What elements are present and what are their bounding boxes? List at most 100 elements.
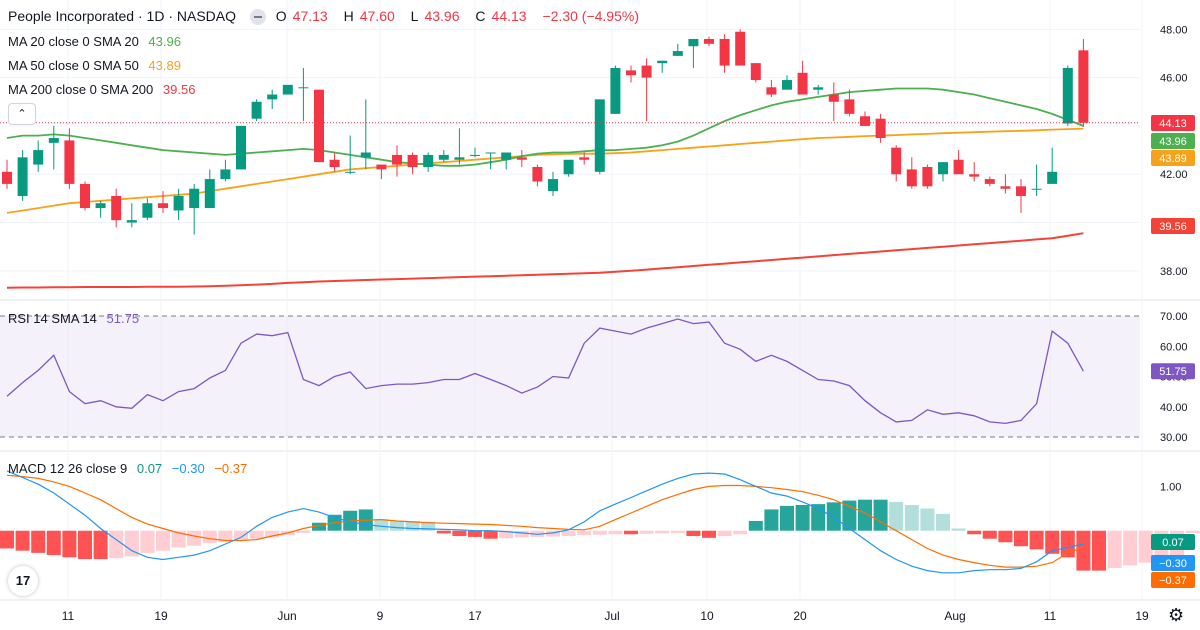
open-label: O <box>275 8 287 24</box>
candle-body <box>220 169 231 180</box>
candle-body <box>828 94 839 102</box>
collapse-legend-button[interactable]: ⌃ <box>8 103 36 125</box>
time-tick-label: 19 <box>1135 609 1149 623</box>
gear-icon[interactable]: ⚙ <box>1168 605 1185 625</box>
macd-histogram-bar <box>733 530 748 535</box>
candle-body <box>80 183 90 209</box>
candle-body <box>282 84 293 95</box>
candle-body <box>95 203 106 209</box>
candle-body <box>719 38 730 66</box>
ma20-tag: 43.96 <box>1159 136 1187 148</box>
macd-histogram-bar <box>421 521 436 531</box>
macd-histogram-bar <box>795 505 810 531</box>
macd-histogram-bar <box>670 530 685 533</box>
macd-histogram-bar <box>592 530 607 535</box>
macd-histogram-bar <box>858 499 872 531</box>
close-label: C <box>475 8 486 24</box>
candle-body <box>33 150 44 165</box>
candle-body <box>111 195 122 221</box>
macd-histogram-bar <box>1076 530 1091 571</box>
candle-body <box>204 179 215 209</box>
macd-histogram-bar <box>764 509 779 531</box>
candle-body <box>750 63 761 81</box>
candle-body <box>516 157 527 160</box>
ohlc-high: H 47.60 <box>344 8 401 24</box>
time-tick-label: 9 <box>377 609 384 623</box>
macd-histogram-bar <box>826 502 841 531</box>
macd-histogram-bar <box>234 530 248 540</box>
signal-tag-bg <box>1151 572 1195 588</box>
visibility-icon[interactable] <box>249 9 266 26</box>
macd-histogram-bar <box>93 530 108 560</box>
macd-histogram-bar <box>218 530 233 542</box>
signal-tag: −0.37 <box>1159 575 1187 587</box>
candle-body <box>594 99 605 172</box>
price-change: −2.30 (−4.95%) <box>542 8 639 24</box>
low-value: 43.96 <box>424 8 460 24</box>
macd-histogram-bar <box>920 508 935 531</box>
rsi-value: 51.75 <box>106 311 140 326</box>
macd-histogram-bar <box>655 530 670 534</box>
ma200-tag: 39.56 <box>1159 221 1187 233</box>
candle-body <box>844 99 855 114</box>
candle-body <box>782 80 792 90</box>
macd-histogram-bar <box>31 530 46 553</box>
candle-body <box>360 152 371 158</box>
macd-histogram-bar <box>780 505 794 531</box>
legend-macd[interactable]: MACD 12 26 close 9 0.07 −0.30 −0.37 <box>8 461 253 476</box>
macd-histogram-bar <box>202 530 217 544</box>
candle-body <box>532 166 543 182</box>
macd-hist-tag: 0.07 <box>1162 537 1183 549</box>
candle-body <box>797 72 808 95</box>
macd-histogram-bar <box>468 530 482 537</box>
macd-histogram-bar <box>608 530 623 535</box>
macd-histogram-bar <box>171 530 186 548</box>
candle-body <box>922 166 933 187</box>
macd-histogram-bar <box>109 530 124 559</box>
macd-histogram-bar <box>1045 530 1060 554</box>
macd-histogram-bar <box>1060 530 1075 558</box>
legend-ma20[interactable]: MA 20 close 0 SMA 20 43.96 <box>8 34 187 49</box>
candle-body <box>298 87 309 89</box>
candle-body <box>672 51 683 56</box>
candle-body <box>392 154 402 165</box>
ohlc-close: C 44.13 <box>475 8 532 24</box>
price-tag-bg <box>1151 115 1195 131</box>
macd-histogram-bar <box>436 530 451 534</box>
legend-ma50[interactable]: MA 50 close 0 SMA 50 43.89 <box>8 58 187 73</box>
symbol-title[interactable]: People Incorporated · 1D · NASDAQ <box>8 8 236 24</box>
ma50-value: 43.89 <box>148 58 181 73</box>
macd-histogram-bar <box>140 530 155 553</box>
legend-rsi[interactable]: RSI 14 SMA 14 51.75 <box>8 311 145 326</box>
candle-body <box>126 220 137 223</box>
price-tick-label: 46.00 <box>1160 73 1188 85</box>
rsi-line <box>6 318 1084 425</box>
ma50-line <box>6 127 1084 214</box>
macd-histogram-bar <box>904 505 919 531</box>
ma20-line <box>6 87 1084 167</box>
macd-histogram-bar <box>998 530 1013 543</box>
candle-body <box>906 169 917 187</box>
candle-body <box>1016 186 1026 196</box>
time-tick-label: Jul <box>604 609 619 623</box>
candle-body <box>64 140 75 184</box>
legend-ma200[interactable]: MA 200 close 0 SMA 200 39.56 <box>8 82 201 97</box>
macd-histogram-bar <box>187 530 202 546</box>
candle-body <box>1000 186 1011 189</box>
macd-histogram-bar <box>312 522 326 531</box>
candle-body <box>1078 50 1089 123</box>
macd-histogram-bar <box>686 530 701 537</box>
price-tick-label: 38.00 <box>1160 266 1188 278</box>
time-tick-label: 11 <box>62 609 75 623</box>
price-tag: 44.13 <box>1159 118 1187 130</box>
tradingview-logo[interactable]: 17 <box>8 566 38 596</box>
candle-body <box>641 65 652 78</box>
macd-histogram-bar <box>124 530 139 557</box>
candle-body <box>1031 188 1042 190</box>
high-label: H <box>343 8 354 24</box>
candle-body <box>267 94 278 100</box>
symbol-header: People Incorporated · 1D · NASDAQ O 47.13… <box>8 8 645 26</box>
candle-body <box>953 159 964 175</box>
ma200-tag-bg <box>1151 218 1195 234</box>
